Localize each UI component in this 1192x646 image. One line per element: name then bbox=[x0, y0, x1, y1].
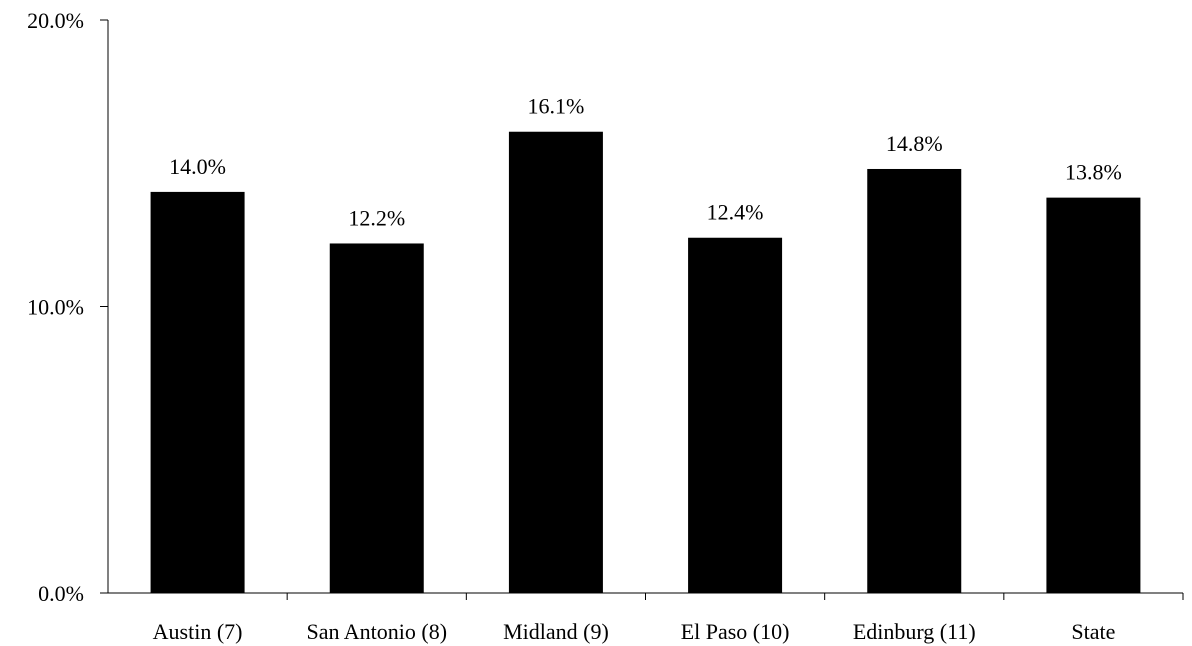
bars-group bbox=[150, 131, 1141, 594]
data-label: 14.8% bbox=[886, 131, 943, 156]
data-label: 12.2% bbox=[348, 205, 405, 230]
bar bbox=[150, 191, 245, 593]
x-tick-label: Austin (7) bbox=[153, 619, 243, 644]
bar bbox=[867, 168, 962, 594]
y-axis-ticks: 0.0% 10.0% 20.0% bbox=[27, 8, 108, 606]
bar bbox=[329, 243, 424, 593]
x-tick-label: Edinburg (11) bbox=[853, 619, 976, 644]
data-label: 16.1% bbox=[528, 94, 585, 119]
x-tick-label: San Antonio (8) bbox=[306, 619, 447, 644]
x-axis-labels: Austin (7) San Antonio (8) Midland (9) El P… bbox=[153, 619, 1116, 644]
x-tick-label: State bbox=[1071, 619, 1115, 644]
data-label: 12.4% bbox=[707, 200, 764, 225]
x-axis-ticks bbox=[286, 593, 1184, 600]
y-tick-label: 20.0% bbox=[27, 8, 84, 33]
data-label: 14.0% bbox=[169, 154, 226, 179]
data-labels-group: 14.0% 12.2% 16.1% 12.4% 14.8% 13.8% bbox=[169, 94, 1122, 231]
bar bbox=[508, 131, 603, 594]
data-label: 13.8% bbox=[1065, 160, 1122, 185]
bar bbox=[1046, 197, 1141, 593]
bar bbox=[688, 237, 783, 594]
y-tick-label: 10.0% bbox=[27, 295, 84, 320]
x-tick-label: Midland (9) bbox=[503, 619, 609, 644]
x-tick-label: El Paso (10) bbox=[681, 619, 790, 644]
y-tick-label: 0.0% bbox=[38, 581, 84, 606]
